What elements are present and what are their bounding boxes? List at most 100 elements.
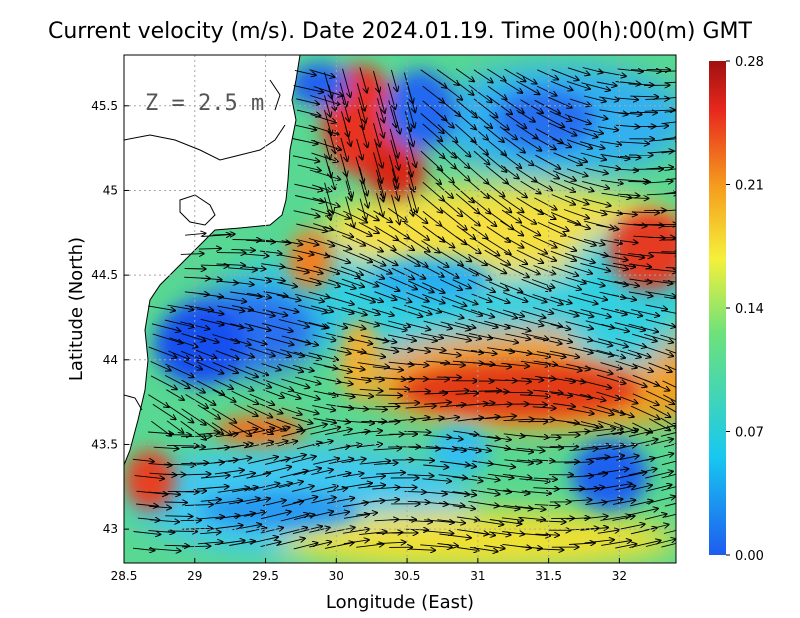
velocity-arrow [328, 166, 335, 189]
velocity-arrow [422, 225, 445, 242]
velocity-arrow [297, 319, 327, 327]
velocity-arrow [390, 294, 411, 303]
velocity-arrow [550, 336, 572, 342]
velocity-arrow [600, 154, 630, 159]
velocity-arrow [453, 165, 470, 181]
velocity-arrow [280, 349, 304, 357]
velocity-arrow [435, 111, 454, 127]
velocity-arrow [296, 443, 322, 450]
velocity-arrow [233, 403, 258, 416]
velocity-arrow [660, 432, 676, 437]
velocity-arrow [261, 263, 284, 267]
velocity-arrow [533, 337, 562, 344]
velocity-arrow [167, 304, 194, 310]
velocity-arrow [452, 491, 477, 495]
velocity-arrow [664, 502, 676, 507]
velocity-arrow [521, 278, 551, 290]
velocity-arrow [499, 282, 522, 292]
velocity-arrow [374, 138, 383, 168]
velocity-arrow [163, 464, 195, 465]
velocity-arrow [372, 346, 398, 351]
velocity-arrow [406, 254, 428, 267]
velocity-arrow [584, 112, 608, 119]
velocity-arrow [420, 545, 452, 548]
velocity-arrow [661, 150, 676, 154]
velocity-arrow [660, 334, 676, 341]
velocity-arrow [455, 236, 481, 254]
velocity-arrow [342, 473, 364, 476]
velocity-arrow [360, 378, 384, 380]
velocity-arrow [564, 377, 585, 382]
velocity-arrow [181, 333, 206, 341]
velocity-arrow [628, 254, 653, 257]
velocity-arrow [567, 67, 590, 75]
velocity-arrow [504, 323, 530, 331]
velocity-arrow [521, 404, 547, 405]
velocity-arrow [601, 263, 628, 269]
velocity-arrow [452, 304, 482, 315]
velocity-arrow [551, 279, 581, 290]
velocity-arrow [457, 418, 483, 422]
velocity-arrow [148, 346, 177, 357]
velocity-arrow [437, 140, 457, 158]
velocity-arrow [150, 375, 177, 389]
velocity-arrow [566, 220, 590, 229]
velocity-arrow [536, 437, 560, 438]
velocity-arrow [184, 269, 206, 270]
velocity-arrow [645, 471, 673, 479]
velocity-arrow [248, 457, 278, 464]
velocity-arrow [164, 375, 189, 388]
velocity-arrow [324, 182, 334, 214]
velocity-arrow [516, 72, 537, 84]
velocity-arrow [293, 497, 317, 504]
velocity-arrow [248, 428, 274, 435]
velocity-arrow [441, 209, 467, 230]
velocity-arrow [569, 449, 598, 451]
velocity-arrow [328, 279, 355, 289]
velocity-arrow [295, 277, 321, 284]
velocity-arrow [324, 365, 352, 372]
velocity-arrow [406, 194, 413, 216]
velocity-arrow [456, 225, 475, 239]
velocity-arrow [196, 487, 229, 490]
velocity-arrow [580, 262, 611, 271]
velocity-arrow [598, 70, 626, 76]
velocity-arrow [407, 280, 434, 293]
velocity-arrow [568, 346, 593, 353]
velocity-arrow [566, 363, 590, 369]
velocity-arrow [437, 124, 457, 143]
velocity-arrow [309, 69, 335, 77]
velocity-arrow [329, 512, 349, 517]
velocity-arrow [260, 403, 282, 413]
velocity-arrow [503, 434, 525, 437]
colorbar-tick-label: 0.00 [735, 549, 764, 564]
velocity-arrow [537, 252, 557, 261]
velocity-arrow [484, 444, 510, 449]
velocity-arrow [617, 524, 645, 531]
velocity-arrow [359, 532, 387, 535]
velocity-arrow [166, 389, 184, 400]
velocity-arrow [616, 456, 639, 461]
lagoon-outline [179, 194, 216, 226]
border-line-1 [124, 124, 286, 161]
velocity-arrow [580, 380, 611, 389]
velocity-arrow [233, 473, 255, 478]
velocity-arrow [664, 364, 676, 371]
velocity-arrow [345, 180, 352, 201]
colorbar-tick-label: 0.14 [735, 302, 764, 317]
velocity-arrow [613, 262, 635, 267]
velocity-arrow [629, 541, 660, 549]
velocity-arrow [217, 488, 249, 493]
velocity-arrow [229, 541, 255, 546]
velocity-arrow [628, 264, 651, 267]
velocity-arrow [665, 97, 676, 100]
velocity-arrow [404, 431, 430, 432]
velocity-arrow [420, 333, 443, 339]
velocity-arrow [422, 479, 452, 482]
velocity-arrow [185, 233, 205, 235]
velocity-arrow [149, 520, 179, 522]
velocity-arrow [600, 254, 628, 260]
velocity-arrow [403, 222, 429, 240]
velocity-arrow [212, 361, 238, 373]
velocity-arrow [281, 501, 303, 508]
